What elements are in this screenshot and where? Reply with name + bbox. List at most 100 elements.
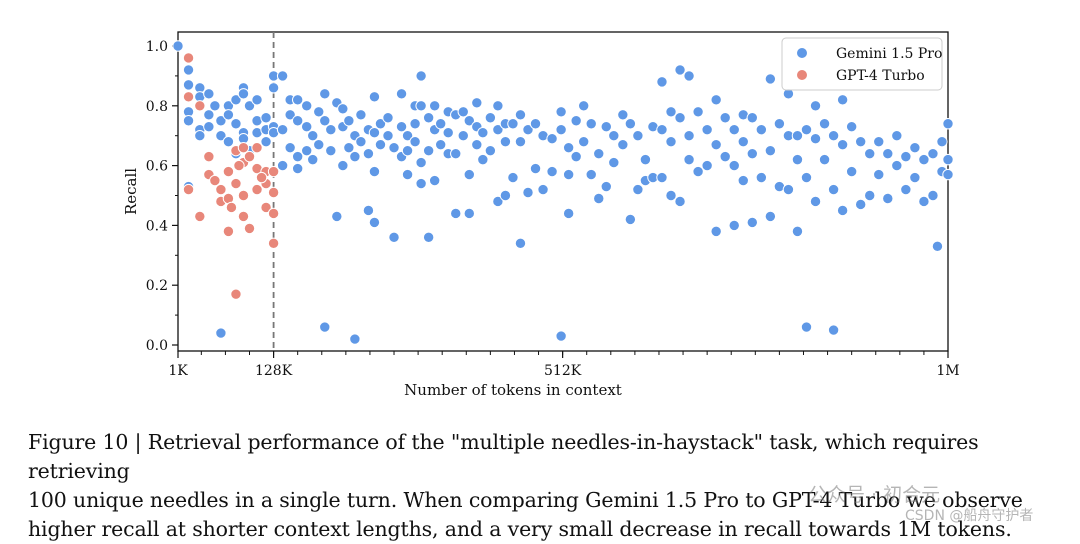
gemini-point [382,130,394,142]
gemini-point [343,115,355,127]
gemini-point [562,141,575,154]
gemini-point [836,204,849,217]
gemini-point [442,127,454,139]
gemini-point [529,162,542,175]
gemini-point [900,150,912,163]
gemini-point [194,130,206,142]
gemini-point [422,112,435,124]
gemini-point [368,165,381,178]
gemini-point [203,121,215,133]
gpt4-point [255,171,268,184]
gemini-point [608,156,620,169]
gpt4-point [182,183,195,196]
gpt4-point [230,177,242,190]
gpt4-point [222,225,235,238]
gemini-point [477,127,489,139]
gemini-point [873,135,885,148]
caption-line: 100 unique needles in a single turn. Whe… [28,488,1023,512]
gemini-point [942,168,954,181]
gemini-point [710,94,722,106]
gpt4-point [251,141,263,154]
gemini-point [319,321,331,333]
gemini-point [873,168,885,181]
gemini-point [927,189,939,202]
gemini-point [284,141,296,154]
gemini-point [764,144,777,157]
gemini-point [471,97,483,109]
x-tick-label: 512K [544,363,582,379]
gemini-point [755,124,768,136]
gemini-point [674,112,686,124]
gemini-point [230,118,242,130]
legend-label: GPT-4 Turbo [836,68,925,84]
gemini-point [555,124,567,136]
gemini-point [514,237,527,250]
gemini-point [325,144,337,157]
gemini-point [791,225,804,238]
gemini-point [251,94,263,106]
gemini-point [909,141,921,154]
gemini-point [382,112,394,124]
gemini-point [428,100,441,112]
gemini-point [577,135,590,148]
gemini-point [291,150,304,163]
gemini-point [484,112,497,124]
x-tick-label: 128K [255,363,293,379]
watermark-primary: 公众号 · 初合元 [808,484,941,506]
gemini-point [665,189,677,202]
gemini-point [891,159,903,172]
gemini-point [818,118,831,130]
gemini-point [864,147,876,160]
gemini-point [854,198,867,211]
gemini-point [809,195,822,208]
gemini-point [692,165,704,178]
gpt4-point [215,183,227,196]
gemini-point [827,130,840,142]
gemini-point [215,130,227,142]
gemini-point [537,183,549,196]
y-tick-label: 0.2 [146,278,168,294]
gemini-point [546,132,558,145]
gemini-point [845,121,858,133]
gemini-point [764,210,777,223]
gemini-point [422,144,435,157]
gemini-point [522,124,534,136]
gemini-point [492,195,504,208]
gemini-point [428,174,441,187]
gemini-point [388,141,400,154]
gemini-point [656,171,668,184]
gemini-point [936,135,948,148]
gemini-point [374,138,387,151]
gpt4-point [243,150,256,163]
gemini-point [836,94,849,106]
y-axis-label: Recall [122,168,140,215]
gemini-point [719,112,731,124]
gemini-point [395,121,408,133]
gemini-point [562,207,575,220]
chart-legend: Gemini 1.5 Pro GPT-4 Turbo [781,37,943,91]
gemini-point [260,112,272,124]
gemini-point [492,124,504,136]
gemini-point [182,64,195,76]
gemini-point [827,183,840,196]
gemini-point [800,321,813,333]
gemini-point [484,144,497,157]
gemini-point [331,210,343,223]
gemini-point [546,165,558,178]
gpt4-point [237,189,250,202]
gemini-point [639,153,652,166]
gpt4-point [182,91,195,103]
gpt4-point [267,237,280,250]
gemini-point [260,135,272,148]
gpt4-point [251,183,263,196]
gpt4-point [209,174,221,187]
gemini-point [499,189,512,202]
gemini-point [624,118,637,130]
gemini-point [719,150,731,163]
gemini-point [683,130,695,142]
gpt4-point [230,288,242,300]
gemini-point [882,192,894,205]
gemini-point [499,135,512,148]
gemini-point [942,118,954,130]
gpt4-point [194,210,206,223]
